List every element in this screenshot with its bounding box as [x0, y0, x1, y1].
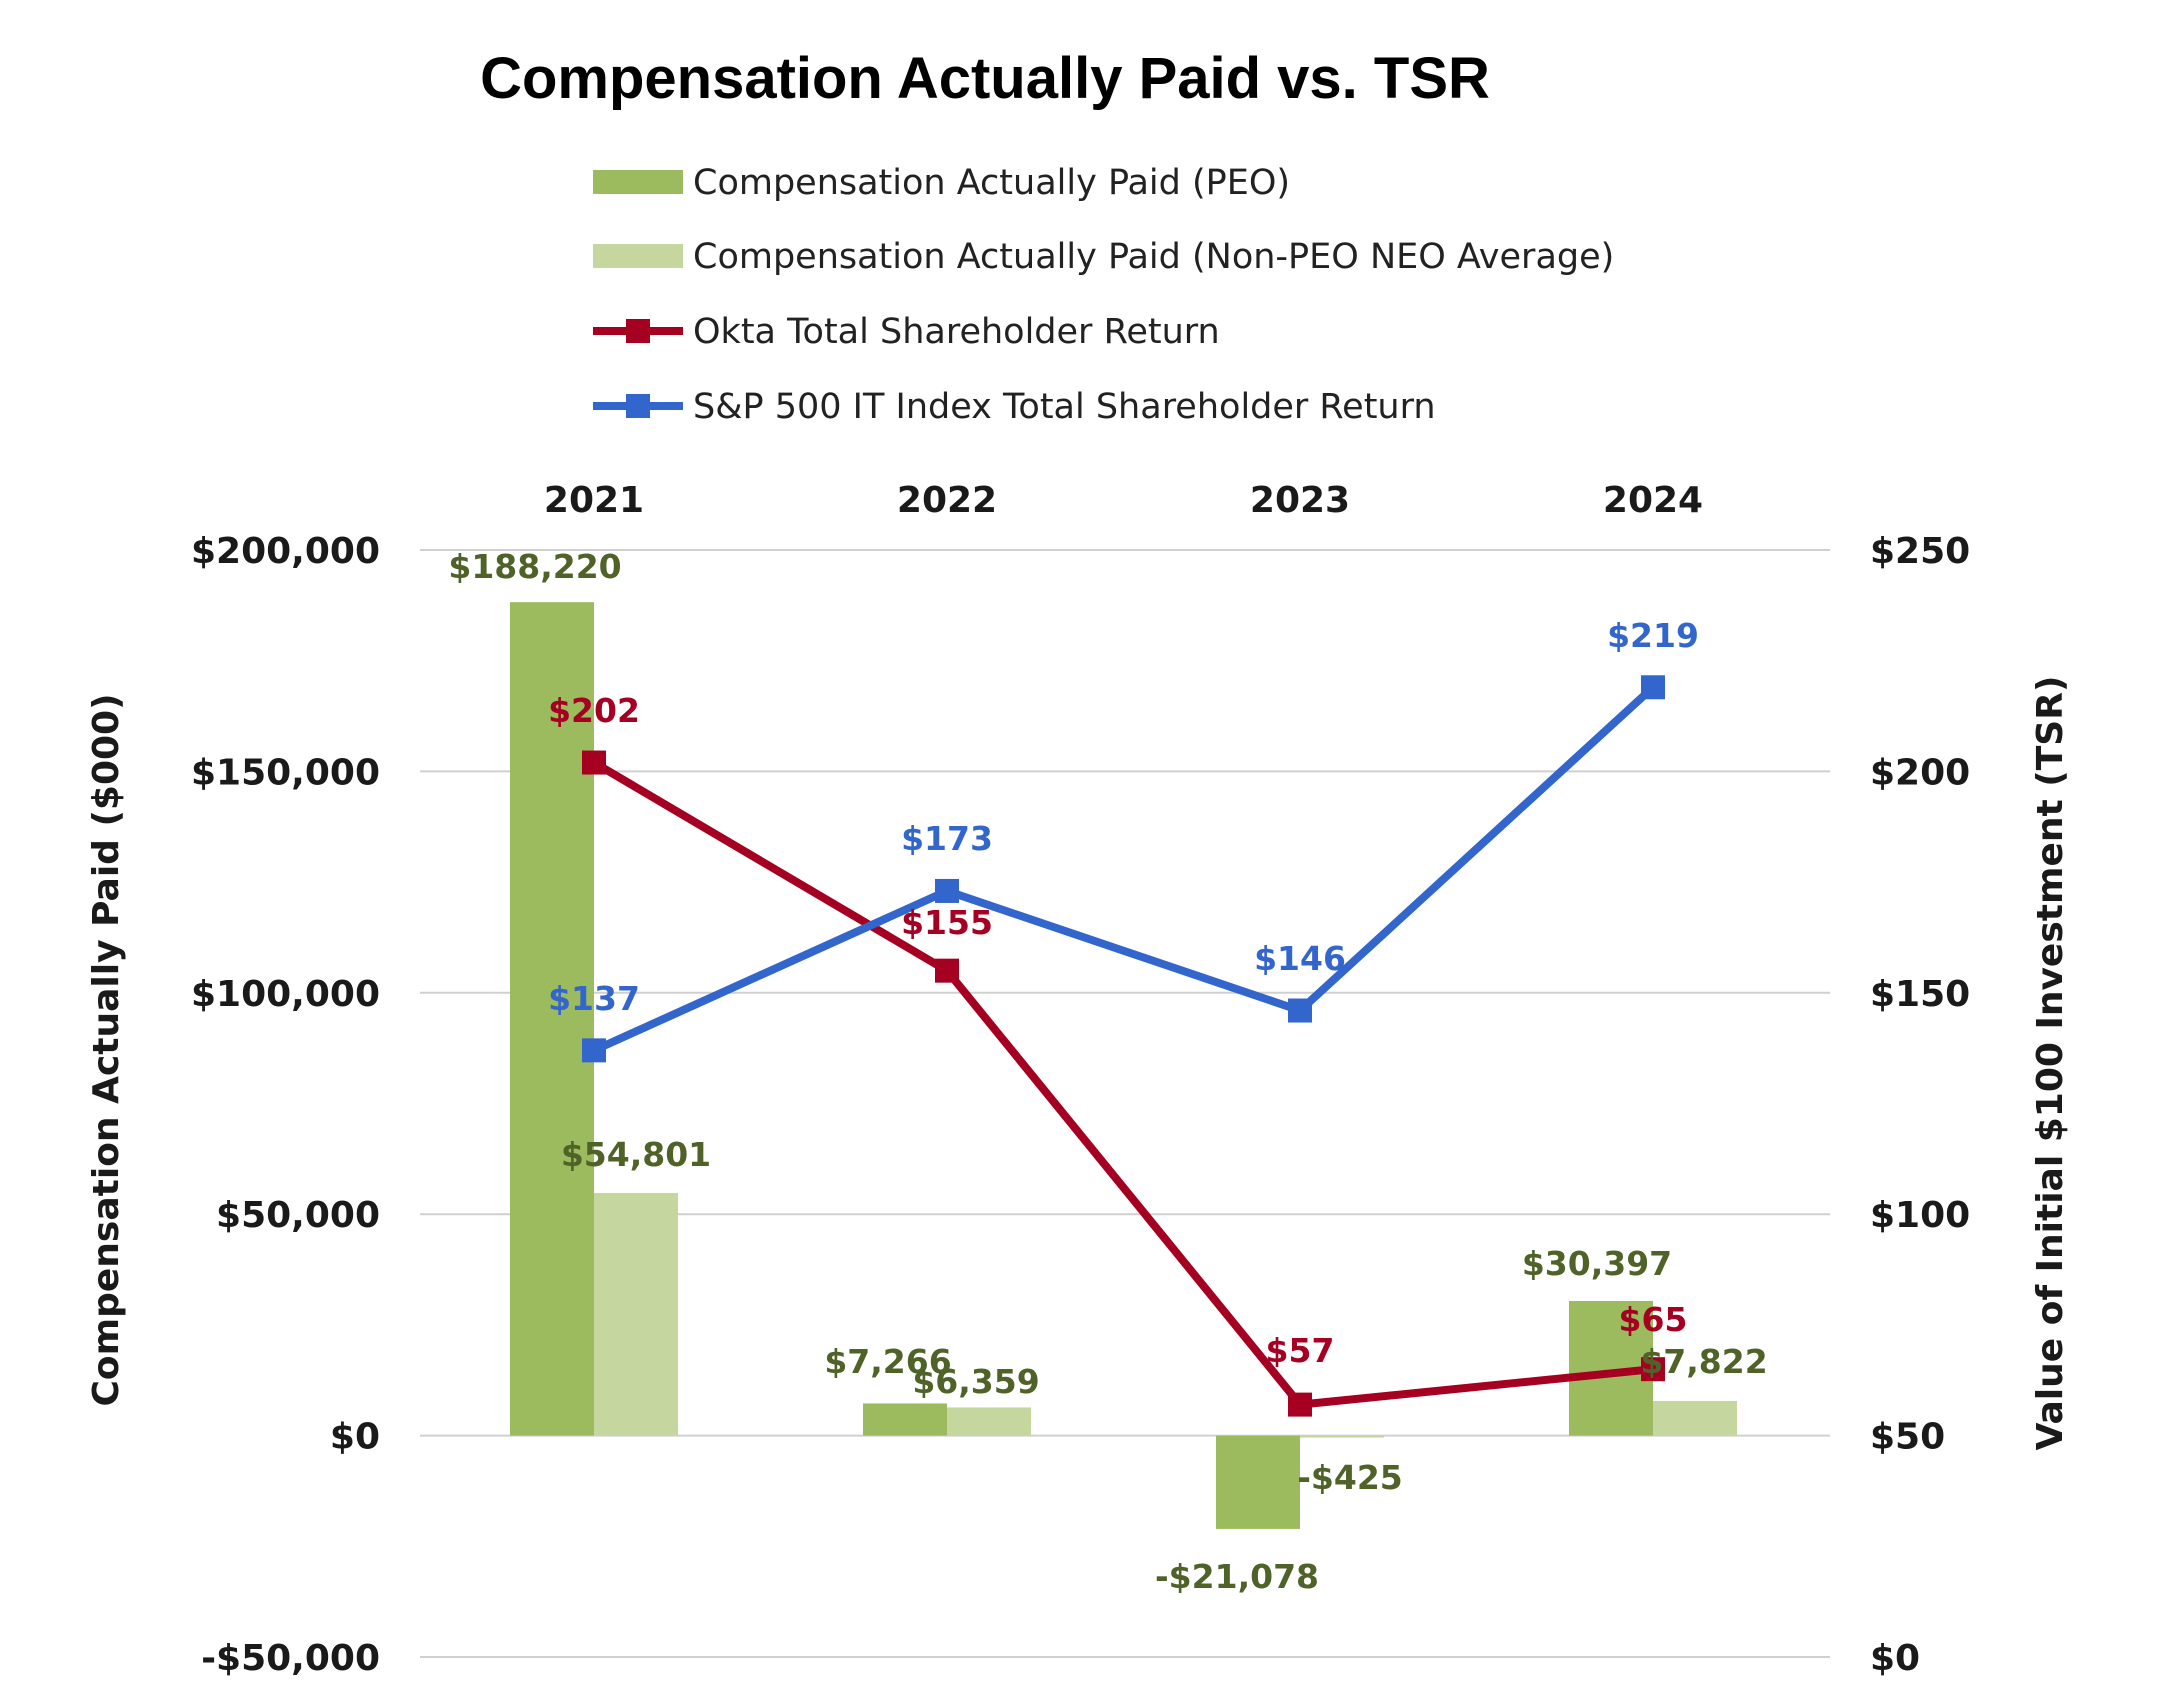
data-labels: $188,220 $7,266 -$21,078 $30,397 $54,801 $6,3…	[448, 547, 1767, 1596]
bar-data-label: $54,801	[561, 1135, 711, 1174]
bar-data-label: $188,220	[448, 547, 621, 586]
y-left-tick-label: $200,000	[191, 531, 380, 572]
legend-label: Compensation Actually Paid (PEO)	[693, 163, 1290, 203]
y-left-tick-label: -$50,000	[201, 1638, 380, 1679]
line-data-label: $137	[548, 979, 640, 1018]
series-line	[591, 759, 1654, 1409]
line-marker	[935, 958, 959, 983]
legend-marker	[626, 394, 650, 418]
line-data-label: $146	[1254, 939, 1346, 978]
bar-data-label: $7,266	[824, 1342, 951, 1381]
line-data-label: $173	[901, 819, 993, 858]
line-marker	[1641, 1357, 1665, 1382]
y-axis-right-title: Value of Initial $100 Investment (TSR)	[2030, 676, 2071, 1451]
bar	[947, 1407, 1031, 1436]
bar-data-label: $30,397	[1522, 1244, 1672, 1283]
chart-title: Compensation Actually Paid vs. TSR	[480, 46, 1490, 111]
legend-label: S&P 500 IT Index Total Shareholder Retur…	[693, 387, 1436, 427]
line-marker	[935, 878, 959, 903]
lines	[582, 675, 1665, 1417]
bar	[1300, 1435, 1384, 1438]
legend-label: Compensation Actually Paid (Non-PEO NEO …	[693, 237, 1614, 277]
category-label: 2021	[544, 480, 644, 521]
y-left-tick-label: $150,000	[191, 752, 380, 793]
y-left-tick-label: $50,000	[216, 1195, 380, 1236]
y-axis-left-title: Compensation Actually Paid ($000)	[86, 693, 127, 1406]
legend: Compensation Actually Paid (PEO) Compensa…	[593, 163, 1614, 427]
y-left-tick-label: $0	[330, 1417, 380, 1458]
legend-swatch	[593, 244, 683, 268]
bar	[1653, 1400, 1737, 1436]
bar-data-label: $6,359	[912, 1362, 1039, 1401]
y-left-tick-label: $100,000	[191, 974, 380, 1015]
line-data-label: $219	[1607, 616, 1699, 655]
y-right-tick-label: $200	[1870, 752, 1970, 793]
series-line	[592, 684, 1656, 1055]
category-label: 2024	[1603, 480, 1703, 521]
bar-data-label: -$425	[1297, 1458, 1403, 1497]
bar-data-label: $7,822	[1640, 1342, 1767, 1381]
category-label: 2022	[897, 480, 997, 521]
bar-data-label: -$21,078	[1155, 1557, 1319, 1596]
legend-swatch	[593, 170, 683, 194]
y-right-tick-label: $50	[1870, 1417, 1945, 1458]
bars	[510, 602, 1737, 1529]
line-marker	[1288, 1392, 1312, 1417]
y-right-tick-label: $250	[1870, 531, 1970, 572]
category-label: 2023	[1250, 480, 1350, 521]
y-right-tick-label: $0	[1870, 1638, 1920, 1679]
legend-marker	[626, 319, 650, 343]
line-data-label: $65	[1619, 1300, 1688, 1339]
line-marker	[582, 1038, 606, 1063]
line-marker	[582, 750, 606, 775]
y-right-tick-label: $100	[1870, 1195, 1970, 1236]
legend-label: Okta Total Shareholder Return	[693, 312, 1220, 352]
line-marker	[1641, 675, 1665, 700]
bar	[510, 602, 594, 1436]
line-data-label: $202	[548, 691, 640, 730]
axes: $200,000 $150,000 $100,000 $50,000 $0 -$50,00…	[191, 480, 1970, 1679]
line-data-label: $57	[1266, 1331, 1335, 1370]
line-marker	[1288, 998, 1312, 1023]
line-data-label: $155	[901, 903, 993, 942]
bar	[863, 1403, 947, 1436]
y-right-tick-label: $150	[1870, 974, 1970, 1015]
bar	[1216, 1435, 1300, 1529]
bar	[594, 1192, 678, 1436]
